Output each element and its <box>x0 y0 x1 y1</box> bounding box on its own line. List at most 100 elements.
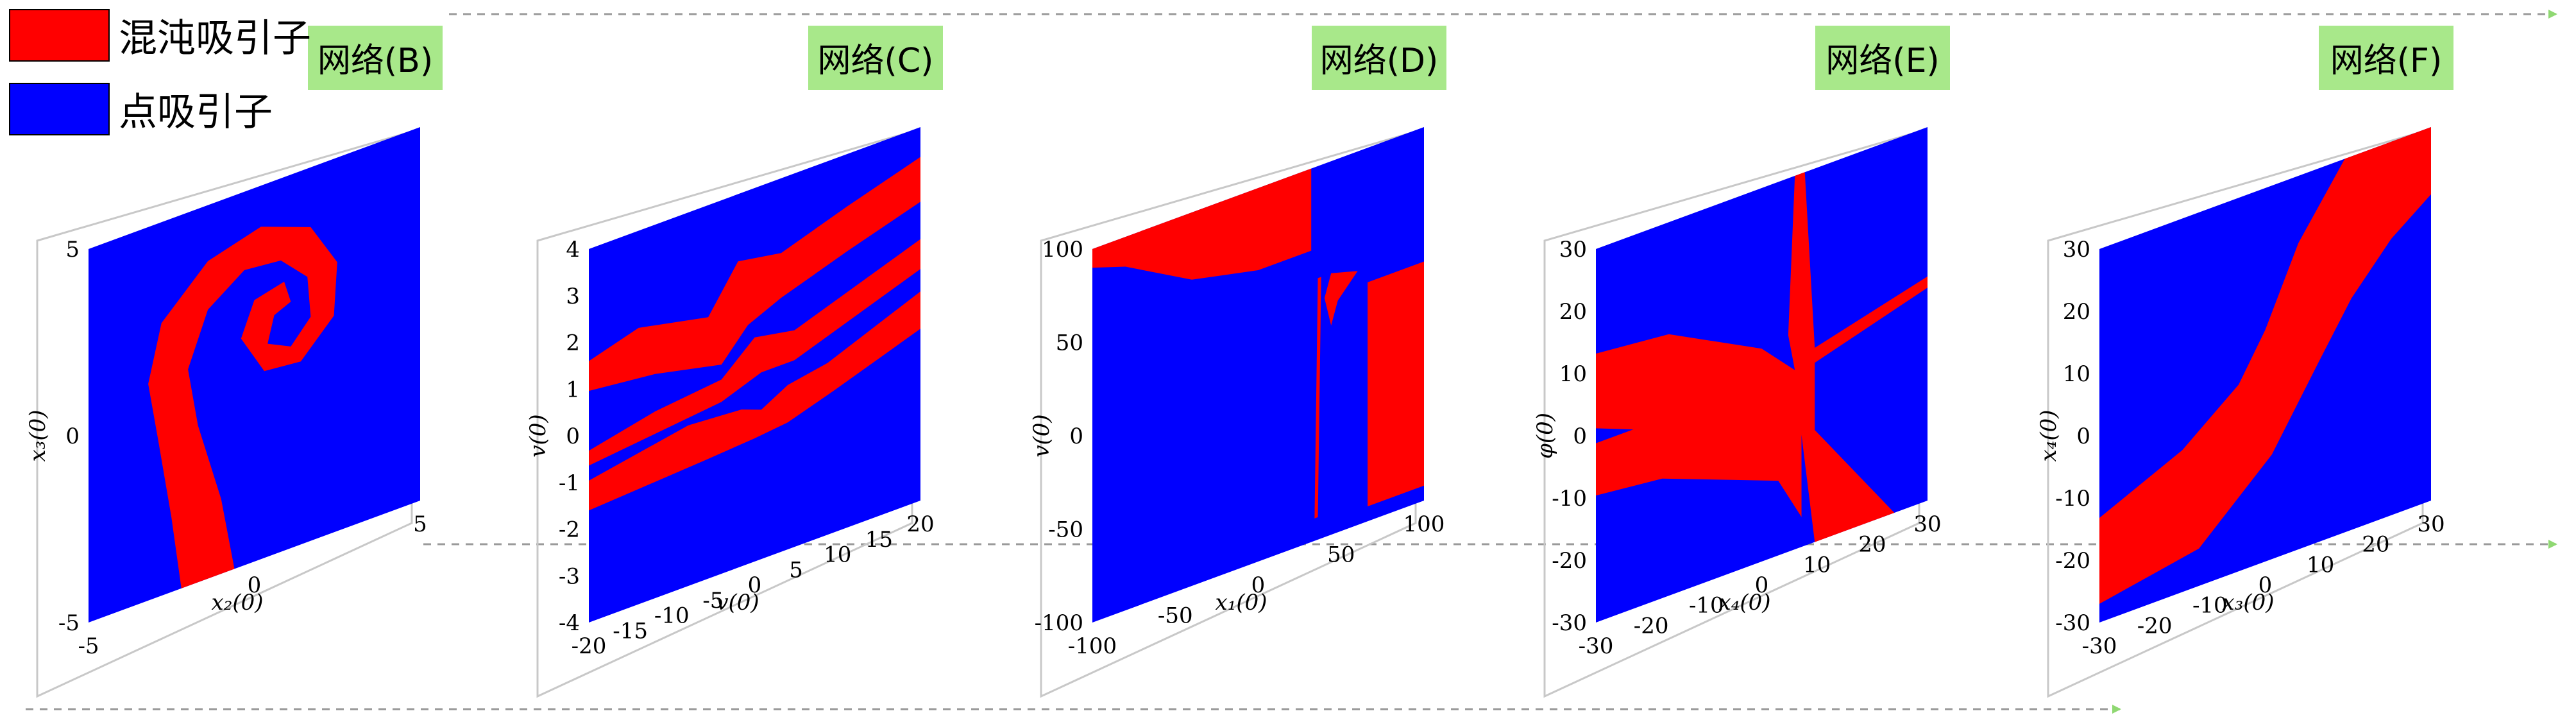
basin-chaotic-region <box>1596 172 1928 542</box>
x-tick-label: -30 <box>1579 633 1614 659</box>
y-tick-label: -100 <box>1035 610 1083 636</box>
panel-frame <box>536 130 913 698</box>
x-tick-label: -20 <box>1634 613 1669 639</box>
y-tick-label: 3 <box>566 284 580 309</box>
x-tick-label: -10 <box>654 603 690 629</box>
y-tick-label: -4 <box>559 610 580 636</box>
y-tick-label: 100 <box>1042 237 1083 262</box>
y-tick-label: 30 <box>2063 237 2090 262</box>
x-tick-label: -10 <box>2192 593 2228 619</box>
x-axis-label: x₁(0) <box>1216 590 1267 615</box>
network-tag-label: 网络(B) <box>318 42 433 80</box>
basin-chaotic-region <box>1324 271 1358 326</box>
x-axis-label: x₃(0) <box>2223 590 2275 615</box>
x-tick-label: 5 <box>413 511 427 537</box>
y-tick-label: 0 <box>566 424 580 449</box>
y-tick-label: -3 <box>559 563 580 589</box>
panel-1: -5 0 5 -5 0 5 x₂(0) x₃(0) 网络(B) <box>25 26 443 698</box>
y-tick-label: -30 <box>1552 610 1587 636</box>
network-tag <box>2319 26 2453 90</box>
y-tick-label: -2 <box>559 517 580 543</box>
x-tick-label: -100 <box>1068 633 1117 659</box>
basin-chaotic-region <box>2099 127 2431 604</box>
panel-2: -4-3-2-101234-20-15-10-505101520v(0)v(0)… <box>525 26 943 698</box>
x-tick-label: 0 <box>1755 572 1769 598</box>
y-tick-label: 1 <box>566 377 580 402</box>
x-tick-label: 10 <box>1803 552 1831 578</box>
legend: 混沌吸引子 点吸引子 <box>9 9 311 135</box>
network-tag-label: 网络(F) <box>2330 42 2443 80</box>
x-tick-label: -30 <box>2082 633 2117 659</box>
y-tick-label: 50 <box>1056 331 1083 356</box>
y-axis-label: v(0) <box>525 414 551 457</box>
x-tick-label: 30 <box>1913 511 1941 537</box>
x-tick-label: 10 <box>824 542 851 568</box>
y-tick-label: 10 <box>1559 361 1587 387</box>
y-tick-label: -30 <box>2055 610 2090 636</box>
y-tick-label: 0 <box>2076 424 2090 449</box>
x-tick-label: 50 <box>1327 542 1355 568</box>
x-tick-label: 20 <box>906 511 934 537</box>
x-tick-label: 100 <box>1403 511 1445 537</box>
y-tick-label: 0 <box>65 424 80 449</box>
network-tag-label: 网络(E) <box>1826 42 1939 80</box>
y-tick-label: 0 <box>1069 424 1083 449</box>
legend-swatch-point <box>9 83 110 135</box>
x-tick-label: -20 <box>2137 613 2173 639</box>
x-tick-label: 0 <box>248 572 262 598</box>
panel-frame <box>1543 130 1920 698</box>
basin-chaotic-region <box>2232 399 2272 431</box>
basin-chaotic-region <box>1092 168 1312 280</box>
y-tick-label: -20 <box>1552 548 1587 574</box>
legend-swatch-chaotic <box>9 9 110 62</box>
y-tick-label: 4 <box>566 237 580 262</box>
basin-chaotic-region <box>1368 261 1424 507</box>
panel-4: -30 -20 -10 0 10 20 30 -30 -20 -10 0 10 20 30 x₄(0) φ(0… <box>1532 26 1950 698</box>
network-tag-label: 网络(D) <box>1320 42 1439 80</box>
x-tick-label: 30 <box>2417 511 2445 537</box>
x-tick-label: -10 <box>1689 593 1724 619</box>
panels: -505-505x₂(0)x₃(0)网络(B)-4-3-2-101234-20-… <box>25 26 2453 698</box>
x-tick-label: 5 <box>789 557 803 583</box>
basin-chaotic-region <box>1314 277 1321 519</box>
network-tag-label: 网络(C) <box>818 42 934 80</box>
network-tag <box>1815 26 1950 90</box>
network-tag <box>1312 26 1446 90</box>
x-tick-label: 20 <box>1858 532 1886 558</box>
y-axis-label: φ(0) <box>1532 413 1558 459</box>
y-tick-label: 30 <box>1559 237 1587 262</box>
y-tick-label: 20 <box>2063 299 2090 325</box>
x-tick-label: 15 <box>865 527 893 553</box>
basin-point-attractor <box>89 127 420 623</box>
legend-label-chaotic: 混沌吸引子 <box>119 16 311 61</box>
x-axis-label: v(0) <box>716 590 759 615</box>
x-tick-label: 10 <box>2307 552 2334 578</box>
legend-label-point: 点吸引子 <box>119 90 273 135</box>
y-tick-label: -10 <box>1552 486 1587 511</box>
y-tick-label: -1 <box>559 470 580 496</box>
y-tick-label: 0 <box>1573 424 1587 449</box>
basin-chaotic-region <box>1596 394 1802 517</box>
network-tag <box>808 26 943 90</box>
basin-chaotic-region <box>589 239 920 466</box>
x-tick-label: 0 <box>748 572 762 598</box>
y-axis-label: v(0) <box>1029 414 1055 457</box>
x-tick-label: -5 <box>78 633 99 659</box>
y-tick-label: 20 <box>1559 299 1587 325</box>
y-tick-label: -20 <box>2055 548 2090 574</box>
panel-3: -100 -50 0 50 100 -100 -50 0 50 100 x₁(0) v(0) 网络(D) <box>1029 26 1446 698</box>
panel-frame <box>36 130 413 698</box>
y-axis-label: x₃(0) <box>25 410 51 462</box>
y-tick-label: -5 <box>58 610 80 636</box>
network-tag <box>308 26 443 90</box>
x-tick-label: -15 <box>613 618 648 644</box>
y-tick-label: -10 <box>2055 486 2090 511</box>
x-tick-label: 0 <box>1251 572 1266 598</box>
x-tick-label: -50 <box>1158 603 1193 629</box>
y-tick-label: 5 <box>65 237 80 262</box>
y-axis-label: x₄(0) <box>2036 410 2062 462</box>
y-tick-label: 10 <box>2063 361 2090 387</box>
x-tick-label: -20 <box>572 633 607 659</box>
panel-frame <box>1040 130 1417 698</box>
